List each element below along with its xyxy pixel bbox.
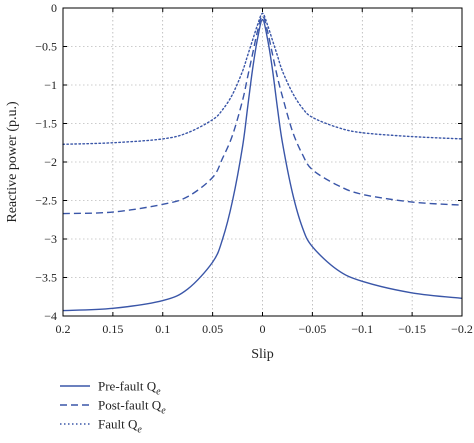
x-tick-label: −0.15 [398,322,426,336]
x-tick-label: −0.05 [298,322,326,336]
legend-entry-subscript: e [137,425,142,436]
y-axis-label: Reactive power (p.u.) [5,101,20,223]
y-tick-label: −0.5 [35,40,57,54]
y-tick-label: 0 [51,1,57,15]
y-tick-label: −3 [44,232,57,246]
y-tick-label: −4 [44,309,57,323]
series-line-dashed [62,14,463,215]
x-tick-label: 0.2 [56,322,71,336]
legend-entry-label: Post-fault Q [98,398,162,413]
x-axis-label: Slip [251,347,274,362]
y-tick-label: −1.5 [35,117,57,131]
ticks: 0.2 0.15 0.1 0.05 0 −0.05 −0.1 −0.15 −0.2 0 −0.5 −1… [35,1,473,336]
y-tick-label: −2 [44,155,57,169]
legend-entry-label: Pre-fault Q [98,379,157,394]
x-tick-label: 0 [260,322,266,336]
legend-entry-label: Fault Q [98,417,138,432]
y-tick-label: −3.5 [35,271,57,285]
y-tick-label: −2.5 [35,194,57,208]
x-tick-label: 0.1 [155,322,170,336]
y-tick-label: −1 [44,78,57,92]
x-tick-label: 0.05 [202,322,223,336]
legend-entry: Pre-fault Qe [98,379,161,398]
series-line-dotted [62,12,463,145]
legend-entry: Fault Qe [98,417,142,436]
series-line-solid [62,18,463,312]
legend-entry-subscript: e [156,387,161,398]
series-lines [62,12,463,312]
x-tick-label: −0.2 [451,322,473,336]
x-tick-label: 0.15 [102,322,123,336]
legend-entry-subscript: e [161,406,166,417]
legend-entry: Post-fault Qe [98,398,166,417]
x-tick-label: −0.1 [351,322,373,336]
